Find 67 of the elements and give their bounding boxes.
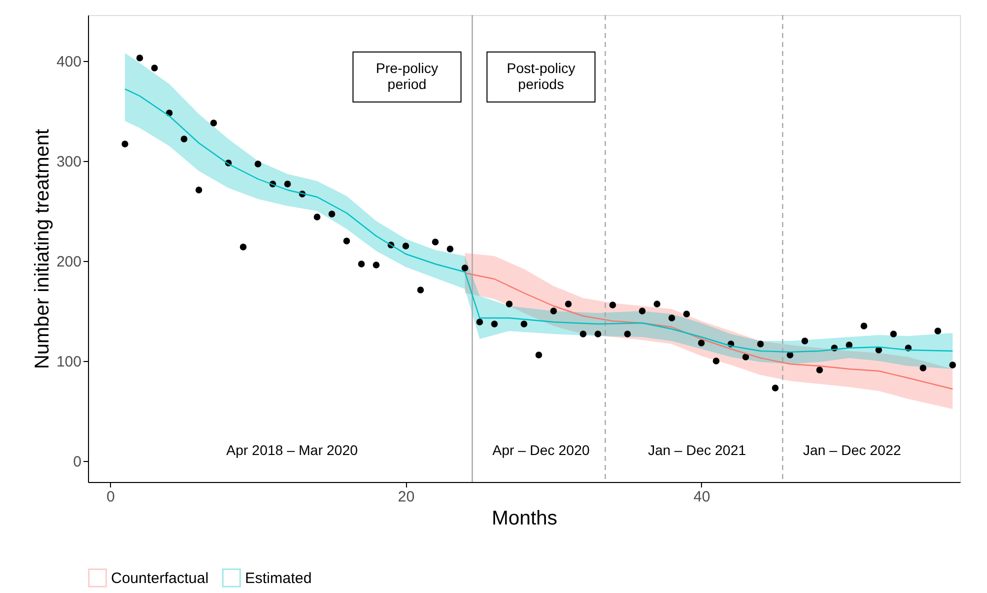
- y-tick-label: 400: [56, 54, 82, 70]
- point: [240, 244, 247, 250]
- point: [402, 242, 410, 250]
- point: [520, 320, 528, 328]
- point: [609, 302, 616, 308]
- y-tick-label: 0: [73, 454, 82, 470]
- point: [210, 120, 217, 126]
- point: [934, 328, 942, 334]
- annotation: Apr – Dec 2020: [492, 442, 590, 458]
- point: [151, 64, 158, 72]
- point: [314, 214, 320, 220]
- y-axis-title: Number initiating treatment: [31, 128, 54, 370]
- annotation: Jan – Dec 2022: [802, 442, 902, 458]
- point: [683, 310, 690, 318]
- point: [550, 308, 557, 314]
- point: [594, 330, 602, 338]
- annotation: Apr 2018 – Mar 2020: [226, 442, 358, 458]
- point: [328, 210, 336, 218]
- annotation: Pre-policy period: [376, 60, 438, 92]
- point: [816, 366, 823, 374]
- point: [254, 160, 262, 168]
- point: [860, 322, 868, 330]
- annotation: Jan – Dec 2021: [648, 442, 746, 458]
- x-tick-label: 40: [694, 488, 710, 506]
- point: [846, 342, 853, 348]
- point: [580, 330, 586, 338]
- legend-label: Counterfactual: [111, 570, 209, 587]
- x-axis-title: Months: [492, 508, 558, 530]
- point: [712, 358, 720, 364]
- y-tick-label: 100: [56, 354, 82, 370]
- point: [742, 354, 750, 360]
- point: [446, 246, 454, 252]
- point: [195, 186, 202, 194]
- point: [624, 330, 631, 338]
- point: [491, 320, 498, 328]
- point: [417, 286, 424, 294]
- point: [772, 384, 779, 392]
- point: [757, 340, 764, 348]
- y-tick-label: 300: [56, 154, 82, 170]
- point: [949, 362, 956, 368]
- point: [698, 340, 705, 346]
- annotation: Post-policy periods: [506, 60, 576, 92]
- point: [638, 308, 646, 314]
- point: [920, 364, 926, 372]
- y-tick-label: 200: [56, 254, 82, 270]
- point: [343, 238, 350, 244]
- point: [564, 300, 572, 308]
- point: [462, 264, 468, 272]
- point: [801, 338, 808, 344]
- point: [786, 352, 794, 358]
- point: [432, 238, 439, 246]
- point: [535, 352, 542, 358]
- point: [668, 314, 676, 322]
- x-tick-label: 0: [106, 488, 115, 506]
- point: [284, 180, 291, 188]
- point: [372, 262, 380, 268]
- point: [654, 300, 660, 308]
- point: [180, 136, 188, 142]
- point: [358, 260, 365, 268]
- point: [890, 330, 897, 338]
- line-series: [464, 272, 954, 390]
- point: [506, 300, 513, 308]
- x-tick-label: 20: [398, 488, 415, 506]
- point: [476, 318, 484, 326]
- legend-label: Estimated: [245, 570, 312, 587]
- point: [136, 54, 144, 62]
- point: [122, 140, 128, 148]
